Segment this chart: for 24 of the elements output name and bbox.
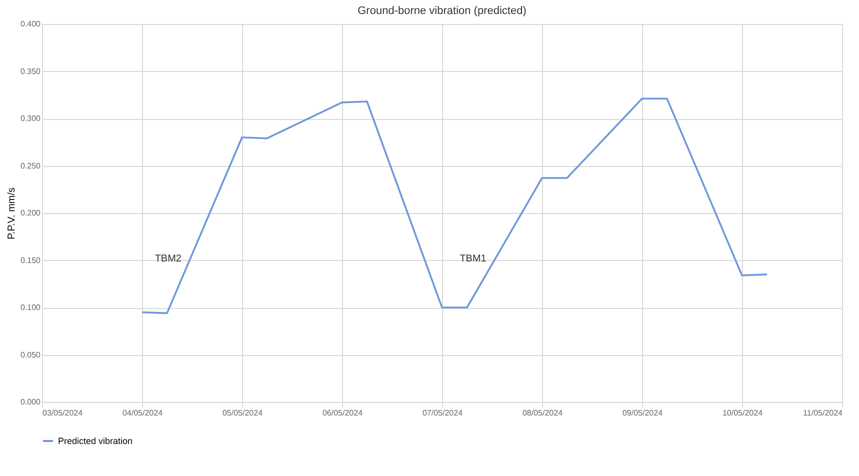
y-tick-label: 0.000 bbox=[20, 398, 42, 406]
x-tick-label: 10/05/2024 bbox=[722, 408, 764, 418]
chart-title: Ground-borne vibration (predicted) bbox=[358, 5, 526, 17]
y-axis-title: P.P.V. mm/s bbox=[6, 187, 18, 240]
x-tick-label: 05/05/2024 bbox=[222, 408, 264, 418]
x-tick-label: 09/05/2024 bbox=[622, 408, 664, 418]
y-tick-label: 0.350 bbox=[20, 66, 42, 76]
legend-label: Predicted vibration bbox=[58, 436, 133, 446]
y-tick-label: 0.250 bbox=[20, 161, 42, 170]
x-tick-label: 11/05/2024 bbox=[803, 408, 844, 418]
line-series bbox=[141, 98, 768, 314]
x-tick-label: 06/05/2024 bbox=[322, 408, 364, 418]
y-tick-label: 0.150 bbox=[20, 256, 42, 265]
x-tick-label: 07/05/2024 bbox=[422, 408, 464, 418]
x-tick-label: 08/05/2024 bbox=[522, 408, 564, 418]
annotation: TBM2 bbox=[154, 253, 182, 264]
y-tick-label: 0.100 bbox=[20, 303, 42, 312]
x-tick-label: 04/05/2024 bbox=[122, 408, 164, 418]
y-tick-label: 0.050 bbox=[20, 350, 42, 360]
y-tick-label: 0.400 bbox=[20, 20, 42, 28]
annotation: TBM1 bbox=[460, 253, 487, 264]
y-tick-label: 0.200 bbox=[20, 208, 42, 218]
y-tick-label: 0.300 bbox=[20, 114, 42, 123]
x-tick-label: 03/05/2024 bbox=[42, 408, 84, 418]
